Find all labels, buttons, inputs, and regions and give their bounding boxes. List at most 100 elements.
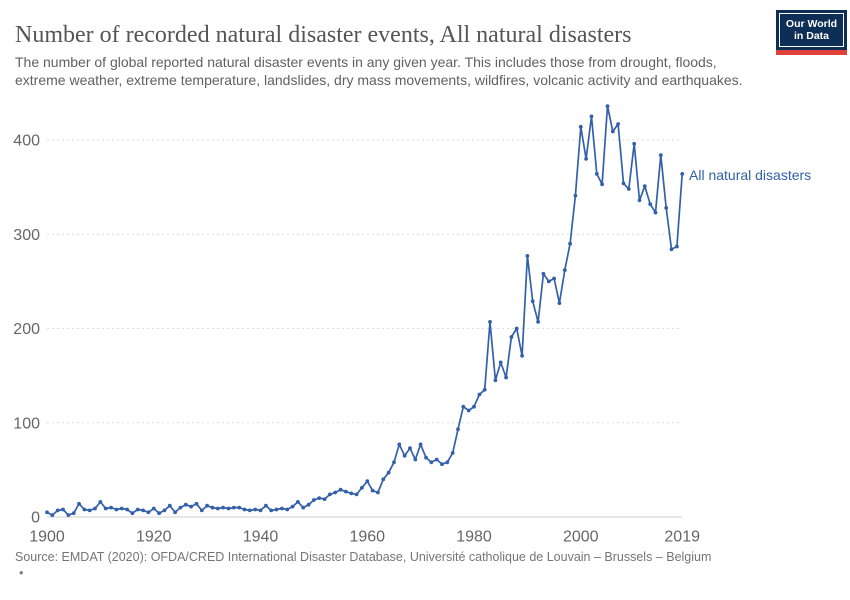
- data-point[interactable]: [621, 181, 626, 186]
- data-point[interactable]: [552, 276, 556, 281]
- data-point[interactable]: [285, 507, 290, 512]
- data-point[interactable]: [675, 244, 679, 249]
- data-point[interactable]: [557, 301, 562, 305]
- data-point[interactable]: [626, 187, 631, 191]
- data-point[interactable]: [477, 392, 482, 397]
- data-point[interactable]: [50, 513, 55, 517]
- data-point[interactable]: [103, 506, 108, 511]
- data-point[interactable]: [312, 498, 316, 502]
- data-point[interactable]: [98, 500, 103, 504]
- data-point[interactable]: [440, 462, 444, 467]
- data-point[interactable]: [669, 247, 674, 252]
- data-point[interactable]: [280, 506, 284, 511]
- data-point[interactable]: [205, 503, 210, 508]
- data-point[interactable]: [648, 202, 653, 207]
- data-point[interactable]: [653, 210, 658, 215]
- data-point[interactable]: [135, 507, 140, 512]
- data-point[interactable]: [269, 508, 274, 513]
- data-line[interactable]: [46, 105, 684, 516]
- data-point[interactable]: [349, 491, 354, 496]
- data-point[interactable]: [194, 501, 199, 506]
- data-point[interactable]: [493, 378, 498, 383]
- data-point[interactable]: [119, 506, 124, 511]
- data-point[interactable]: [482, 387, 487, 392]
- owid-logo[interactable]: Our World in Data: [776, 10, 847, 55]
- data-point[interactable]: [189, 504, 194, 509]
- data-point[interactable]: [114, 507, 119, 512]
- data-point[interactable]: [93, 506, 97, 511]
- data-point[interactable]: [418, 442, 423, 447]
- data-point[interactable]: [301, 505, 306, 510]
- data-point[interactable]: [530, 299, 535, 304]
- data-point[interactable]: [594, 172, 599, 176]
- data-point[interactable]: [408, 446, 412, 451]
- data-point[interactable]: [584, 157, 588, 161]
- data-point[interactable]: [664, 206, 669, 210]
- data-point[interactable]: [199, 508, 204, 513]
- data-point[interactable]: [488, 320, 492, 324]
- data-point[interactable]: [504, 375, 508, 380]
- data-point[interactable]: [637, 198, 642, 203]
- data-point[interactable]: [258, 508, 263, 513]
- data-point[interactable]: [536, 320, 540, 324]
- data-point[interactable]: [514, 326, 519, 331]
- data-point[interactable]: [392, 460, 396, 465]
- data-point[interactable]: [264, 503, 268, 508]
- data-point[interactable]: [338, 487, 343, 492]
- data-point[interactable]: [173, 510, 178, 515]
- data-point[interactable]: [381, 477, 386, 482]
- data-point[interactable]: [45, 510, 49, 515]
- data-point[interactable]: [434, 457, 439, 462]
- data-point[interactable]: [616, 122, 620, 126]
- data-point[interactable]: [525, 254, 530, 258]
- data-point[interactable]: [568, 241, 572, 246]
- data-point[interactable]: [253, 507, 258, 512]
- data-point[interactable]: [498, 360, 503, 365]
- data-point[interactable]: [573, 193, 578, 198]
- data-point[interactable]: [386, 470, 391, 475]
- data-point[interactable]: [333, 490, 338, 495]
- data-point[interactable]: [344, 489, 348, 494]
- data-point[interactable]: [413, 457, 418, 462]
- data-point[interactable]: [306, 502, 311, 507]
- data-point[interactable]: [354, 492, 359, 497]
- data-point[interactable]: [546, 279, 551, 284]
- data-point[interactable]: [167, 503, 172, 508]
- data-point[interactable]: [290, 504, 295, 509]
- data-point[interactable]: [520, 353, 524, 358]
- data-point[interactable]: [210, 505, 215, 510]
- data-point[interactable]: [562, 268, 567, 272]
- data-point[interactable]: [429, 460, 434, 465]
- data-point[interactable]: [456, 427, 460, 432]
- data-point[interactable]: [680, 172, 685, 176]
- data-point[interactable]: [55, 508, 60, 513]
- data-point[interactable]: [642, 184, 647, 189]
- data-point[interactable]: [365, 479, 370, 484]
- data-point[interactable]: [77, 501, 81, 506]
- data-point[interactable]: [87, 508, 92, 513]
- data-point[interactable]: [146, 510, 151, 515]
- data-point[interactable]: [242, 507, 247, 512]
- data-point[interactable]: [317, 496, 322, 500]
- data-point[interactable]: [658, 153, 663, 158]
- data-point[interactable]: [605, 104, 610, 108]
- data-point[interactable]: [141, 508, 146, 513]
- data-point[interactable]: [450, 451, 455, 455]
- data-point[interactable]: [231, 505, 236, 510]
- data-point[interactable]: [328, 492, 332, 497]
- data-point[interactable]: [109, 505, 113, 510]
- data-point[interactable]: [322, 497, 327, 501]
- data-point[interactable]: [296, 500, 300, 504]
- data-point[interactable]: [221, 505, 226, 510]
- data-point[interactable]: [61, 507, 65, 512]
- data-point[interactable]: [130, 511, 135, 516]
- data-point[interactable]: [424, 455, 428, 460]
- data-point[interactable]: [632, 141, 637, 146]
- data-point[interactable]: [247, 508, 252, 513]
- data-point[interactable]: [589, 114, 594, 119]
- data-point[interactable]: [397, 442, 402, 447]
- data-point[interactable]: [151, 506, 156, 511]
- data-point[interactable]: [66, 513, 71, 517]
- data-point[interactable]: [445, 460, 450, 465]
